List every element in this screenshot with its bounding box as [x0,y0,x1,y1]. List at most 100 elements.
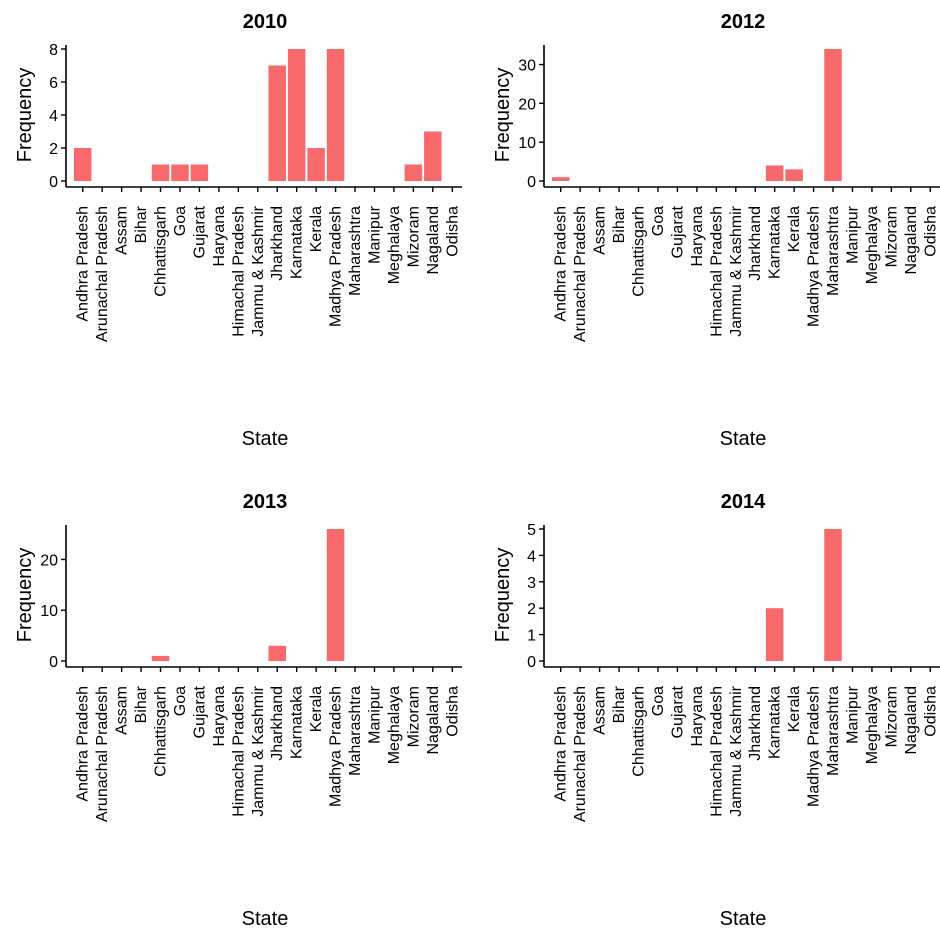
bar [151,655,170,661]
bar [424,131,442,181]
panel-title: 2013 [243,491,288,513]
x-tick-label: Assam [592,686,609,735]
panel-title: 2010 [243,11,288,33]
bar [404,164,423,181]
y-tick-label: 4 [49,108,58,125]
x-tick-label: Kerala [308,206,325,252]
x-tick-label: Goa [172,686,189,716]
x-tick-label: Jharkhand [269,686,286,761]
x-tick-label: Bihar [133,205,150,243]
x-tick-label: Jharkhand [747,686,764,761]
x-tick-label: Mizoram [883,206,900,267]
panel-2014: 2014 0 1 2 3 4 5 Andhra Pradesh Arunachal Prades… [492,491,940,930]
y-tick-label: 8 [49,42,58,59]
x-tick-label: Karnataka [767,206,784,279]
x-tick-label: Mizoram [405,686,422,747]
x-tick-label: Nagaland [903,206,920,275]
panel-title: 2012 [721,11,766,33]
x-tick-label: Meghalaya [386,686,403,764]
y-axis-label: Frequency [14,548,36,643]
panel-2010: 2010 0 2 4 6 8 Andhra Pradesh Arunachal Pradesh… [14,11,462,450]
bar [171,164,189,181]
x-tick-label: Mizoram [405,206,422,267]
x-axis-label: State [720,428,767,450]
x-tick-label: Karnataka [289,206,306,279]
x-tick-label: Madhya Pradesh [806,206,823,327]
x-tick-label: Arunachal Pradesh [572,686,589,822]
x-tick-label: Karnataka [289,686,306,759]
y-axis-label: Frequency [492,68,514,163]
x-tick-label: Jammu & Kashmir [728,205,745,336]
y-tick-label: 0 [527,174,536,191]
y-tick-label: 2 [527,601,536,618]
y-tick-label: 6 [49,75,58,92]
y-tick-label: 10 [518,135,536,152]
bar [765,608,784,661]
x-tick-label: Maharashtra [825,206,842,296]
y-tick-label: 5 [527,522,536,539]
x-tick-label: Nagaland [903,686,920,755]
x-tick-label: Goa [650,686,667,716]
y-tick-label: 3 [527,575,536,592]
x-tick-label: Haryana [689,206,706,267]
x-tick-label: Maharashtra [347,686,364,776]
panel-title: 2014 [721,491,766,513]
x-tick-label: Himachal Pradesh [230,686,247,817]
bar [326,529,345,661]
x-tick-label: Jammu & Kashmir [250,685,267,816]
x-tick-label: Meghalaya [864,206,881,284]
x-tick-label: Kerala [308,686,325,732]
x-tick-label: Arunachal Pradesh [572,206,589,342]
bar [268,65,286,181]
x-tick-label: Meghalaya [864,686,881,764]
panel-2013: 2013 0 10 20 Andhra Pradesh Arunachal Pradesh… [14,491,462,930]
x-tick-label: Bihar [133,685,150,723]
x-tick-label: Himachal Pradesh [708,206,725,337]
y-tick-label: 1 [527,628,536,645]
x-tick-label: Jammu & Kashmir [250,205,267,336]
x-tick-label: Madhya Pradesh [328,206,345,327]
y-tick-label: 0 [49,174,58,191]
x-tick-label: Assam [114,686,131,735]
x-tick-label: Arunachal Pradesh [94,686,111,822]
x-tick-label: Maharashtra [825,686,842,776]
x-tick-label: Andhra Pradesh [75,686,92,802]
x-axis-label: State [720,908,767,930]
y-tick-label: 10 [40,603,58,620]
y-tick-label: 20 [40,552,58,569]
x-tick-label: Mizoram [883,686,900,747]
x-tick-label: Manipur [366,205,383,263]
x-tick-label: Haryana [211,686,228,747]
x-tick-label: Bihar [611,685,628,723]
y-axis-label: Frequency [492,548,514,643]
y-tick-label: 0 [527,654,536,671]
x-tick-label: Odisha [922,686,939,737]
x-tick-label: Nagaland [425,206,442,275]
x-tick-label: Manipur [844,685,861,743]
x-tick-label: Assam [114,206,131,255]
x-tick-label: Jharkhand [747,206,764,281]
x-axis-label: State [242,908,289,930]
x-tick-label: Goa [650,206,667,236]
bar [824,529,842,661]
x-tick-label: Manipur [366,685,383,743]
bar [151,164,170,181]
bar [326,49,345,181]
x-tick-label: Andhra Pradesh [553,206,570,322]
bar [307,148,325,181]
y-tick-label: 0 [49,654,58,671]
x-tick-label: Gujarat [191,685,208,738]
x-tick-label: Manipur [844,205,861,263]
x-tick-label: Gujarat [191,205,208,258]
x-tick-label: Meghalaya [386,206,403,284]
x-tick-label: Jammu & Kashmir [728,685,745,816]
x-tick-label: Himachal Pradesh [230,206,247,337]
bar [268,645,286,661]
x-tick-label: Nagaland [425,686,442,755]
x-tick-label: Bihar [611,205,628,243]
x-tick-label: Chhattisgarh [631,686,648,777]
x-tick-label: Andhra Pradesh [553,686,570,802]
x-tick-label: Jharkhand [269,206,286,281]
x-tick-label: Haryana [689,686,706,747]
